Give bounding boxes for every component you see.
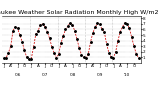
Point bbox=[92, 32, 94, 33]
Point bbox=[5, 57, 8, 58]
Point bbox=[14, 26, 17, 27]
Point bbox=[96, 23, 99, 24]
Point bbox=[69, 22, 71, 24]
Point bbox=[110, 56, 112, 58]
Point bbox=[73, 30, 76, 31]
Point bbox=[3, 58, 5, 59]
Point bbox=[9, 45, 12, 47]
Point bbox=[19, 34, 21, 36]
Point bbox=[64, 29, 67, 30]
Point bbox=[25, 56, 28, 58]
Point bbox=[46, 31, 48, 32]
Point bbox=[101, 29, 103, 30]
Point bbox=[71, 24, 74, 25]
Point bbox=[128, 28, 131, 29]
Point bbox=[124, 22, 126, 24]
Point bbox=[80, 54, 83, 56]
Text: '07: '07 bbox=[42, 73, 48, 77]
Point bbox=[119, 31, 122, 32]
Point bbox=[7, 52, 10, 53]
Point bbox=[39, 24, 42, 26]
Point bbox=[133, 45, 135, 47]
Point bbox=[57, 54, 60, 55]
Point bbox=[21, 41, 23, 42]
Text: '08: '08 bbox=[69, 73, 76, 77]
Point bbox=[114, 51, 117, 52]
Point bbox=[62, 35, 64, 37]
Point bbox=[89, 41, 92, 42]
Title: Milwaukee Weather Solar Radiation Monthly High W/m2: Milwaukee Weather Solar Radiation Monthl… bbox=[0, 10, 159, 15]
Point bbox=[37, 30, 39, 31]
Point bbox=[130, 37, 133, 38]
Text: '10: '10 bbox=[124, 73, 130, 77]
Point bbox=[135, 53, 137, 54]
Point bbox=[53, 52, 55, 53]
Point bbox=[103, 31, 106, 32]
Point bbox=[44, 26, 46, 27]
Point bbox=[23, 50, 26, 51]
Point bbox=[32, 46, 35, 48]
Point bbox=[105, 43, 108, 45]
Point bbox=[30, 58, 32, 60]
Point bbox=[78, 47, 80, 48]
Text: '06: '06 bbox=[14, 73, 21, 77]
Point bbox=[137, 57, 140, 59]
Point bbox=[87, 53, 90, 54]
Point bbox=[28, 59, 30, 60]
Point bbox=[112, 57, 115, 58]
Point bbox=[12, 30, 14, 31]
Point bbox=[85, 58, 87, 59]
Point bbox=[41, 23, 44, 25]
Point bbox=[48, 38, 51, 39]
Point bbox=[94, 27, 96, 28]
Point bbox=[60, 43, 62, 44]
Point bbox=[51, 46, 53, 47]
Point bbox=[67, 25, 69, 27]
Point bbox=[76, 38, 78, 40]
Point bbox=[35, 33, 37, 35]
Point bbox=[98, 23, 101, 25]
Point bbox=[121, 26, 124, 27]
Text: '09: '09 bbox=[96, 73, 103, 77]
Point bbox=[55, 57, 58, 58]
Point bbox=[108, 52, 110, 53]
Point bbox=[117, 40, 119, 41]
Point bbox=[16, 28, 19, 29]
Point bbox=[82, 57, 85, 58]
Point bbox=[126, 23, 128, 25]
